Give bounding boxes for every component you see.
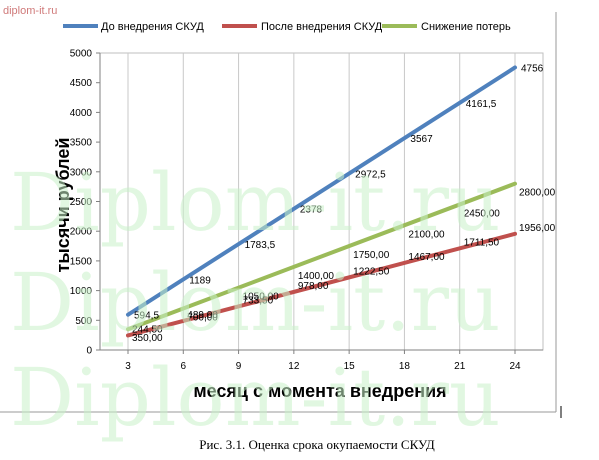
- data-label: 2100,00: [408, 229, 445, 240]
- data-label: 350,00: [132, 333, 163, 344]
- data-label: 1783,5: [245, 240, 276, 251]
- data-label: 1050,00: [243, 292, 280, 303]
- y-axis-title: тысячи рублей: [53, 138, 73, 273]
- data-label: 3567: [410, 134, 433, 145]
- x-axis-title: месяц с момента внедрения: [193, 381, 446, 401]
- x-tick-label: 12: [288, 361, 300, 372]
- x-tick-label: 9: [236, 361, 242, 372]
- data-label: 594,5: [134, 311, 159, 322]
- data-labels: 594,5 1189 1783,5 2378 2972,5 3567 4161,5 4756 2…: [132, 63, 556, 344]
- y-tick-label: 2000: [70, 227, 93, 238]
- x-tick-label: 3: [125, 361, 131, 372]
- data-label: 1711,50: [464, 237, 500, 248]
- data-label: 1750,00: [353, 250, 390, 261]
- x-tick-label: 18: [399, 361, 411, 372]
- data-label: 1467,00: [408, 252, 445, 263]
- y-tick-label: 4500: [70, 78, 93, 89]
- legend-label-loss: Снижение потерь: [421, 21, 511, 33]
- data-label: 489,00: [187, 310, 218, 321]
- series-line: [126, 181, 517, 332]
- legend-label-after: После внедрения СКУД: [261, 21, 383, 33]
- series-lines: [126, 65, 517, 338]
- data-label: 2450,00: [464, 208, 501, 219]
- y-tick-label: 1000: [70, 286, 93, 297]
- data-label: 1189: [189, 275, 211, 286]
- y-tick-label: 3000: [70, 167, 93, 178]
- legend: До внедрения СКУД После внедрения СКУД С…: [63, 21, 511, 33]
- figure-caption: Рис. 3.1. Оценка срока окупаемости СКУД: [199, 437, 435, 452]
- data-label: 700,00: [187, 312, 218, 323]
- y-axis-ticks: 0 500 1000 1500 2000 2500 3000 3500 4000 4500 5000: [70, 49, 100, 357]
- data-label: 978,00: [298, 281, 329, 292]
- x-tick-label: 24: [509, 361, 521, 372]
- y-tick-label: 5000: [70, 49, 93, 60]
- data-label: 733,50: [243, 295, 274, 306]
- data-label: 2972,5: [355, 169, 386, 180]
- series-line: [126, 65, 517, 317]
- data-label: 2378: [300, 205, 323, 216]
- x-axis-ticks: 3 6 9 12 15 18 21 24: [125, 350, 521, 372]
- legend-label-before: До внедрения СКУД: [101, 21, 204, 33]
- x-tick-label: 6: [181, 361, 187, 372]
- y-tick-label: 0: [86, 346, 92, 357]
- gridlines: [127, 53, 516, 350]
- x-tick-label: 15: [344, 361, 356, 372]
- y-tick-label: 500: [75, 316, 92, 327]
- watermark-text-3: Diplom-it.ru: [10, 351, 501, 444]
- site-mark: diplom-it.ru: [3, 5, 57, 17]
- y-tick-label: 1500: [70, 256, 93, 267]
- data-label: 1400,00: [298, 271, 335, 282]
- y-tick-label: 3500: [70, 138, 93, 149]
- data-label: 2800,00: [519, 188, 556, 199]
- watermark-text-1: Diplom-it.ru: [10, 156, 501, 249]
- data-label: 1956,00: [519, 223, 556, 234]
- data-label: 4756: [521, 63, 544, 74]
- data-label: 1222,50: [353, 266, 390, 277]
- x-tick-label: 21: [454, 361, 466, 372]
- watermark: Diplom-it.ru Diplom-it.ru Diplom-it.ru: [10, 156, 501, 444]
- y-tick-label: 4000: [70, 108, 93, 119]
- data-label: 4161,5: [466, 99, 497, 110]
- watermark-text-2: Diplom-it.ru: [10, 256, 501, 349]
- y-tick-label: 2500: [70, 197, 93, 208]
- data-label: 244,50: [132, 324, 163, 335]
- series-line: [126, 231, 517, 338]
